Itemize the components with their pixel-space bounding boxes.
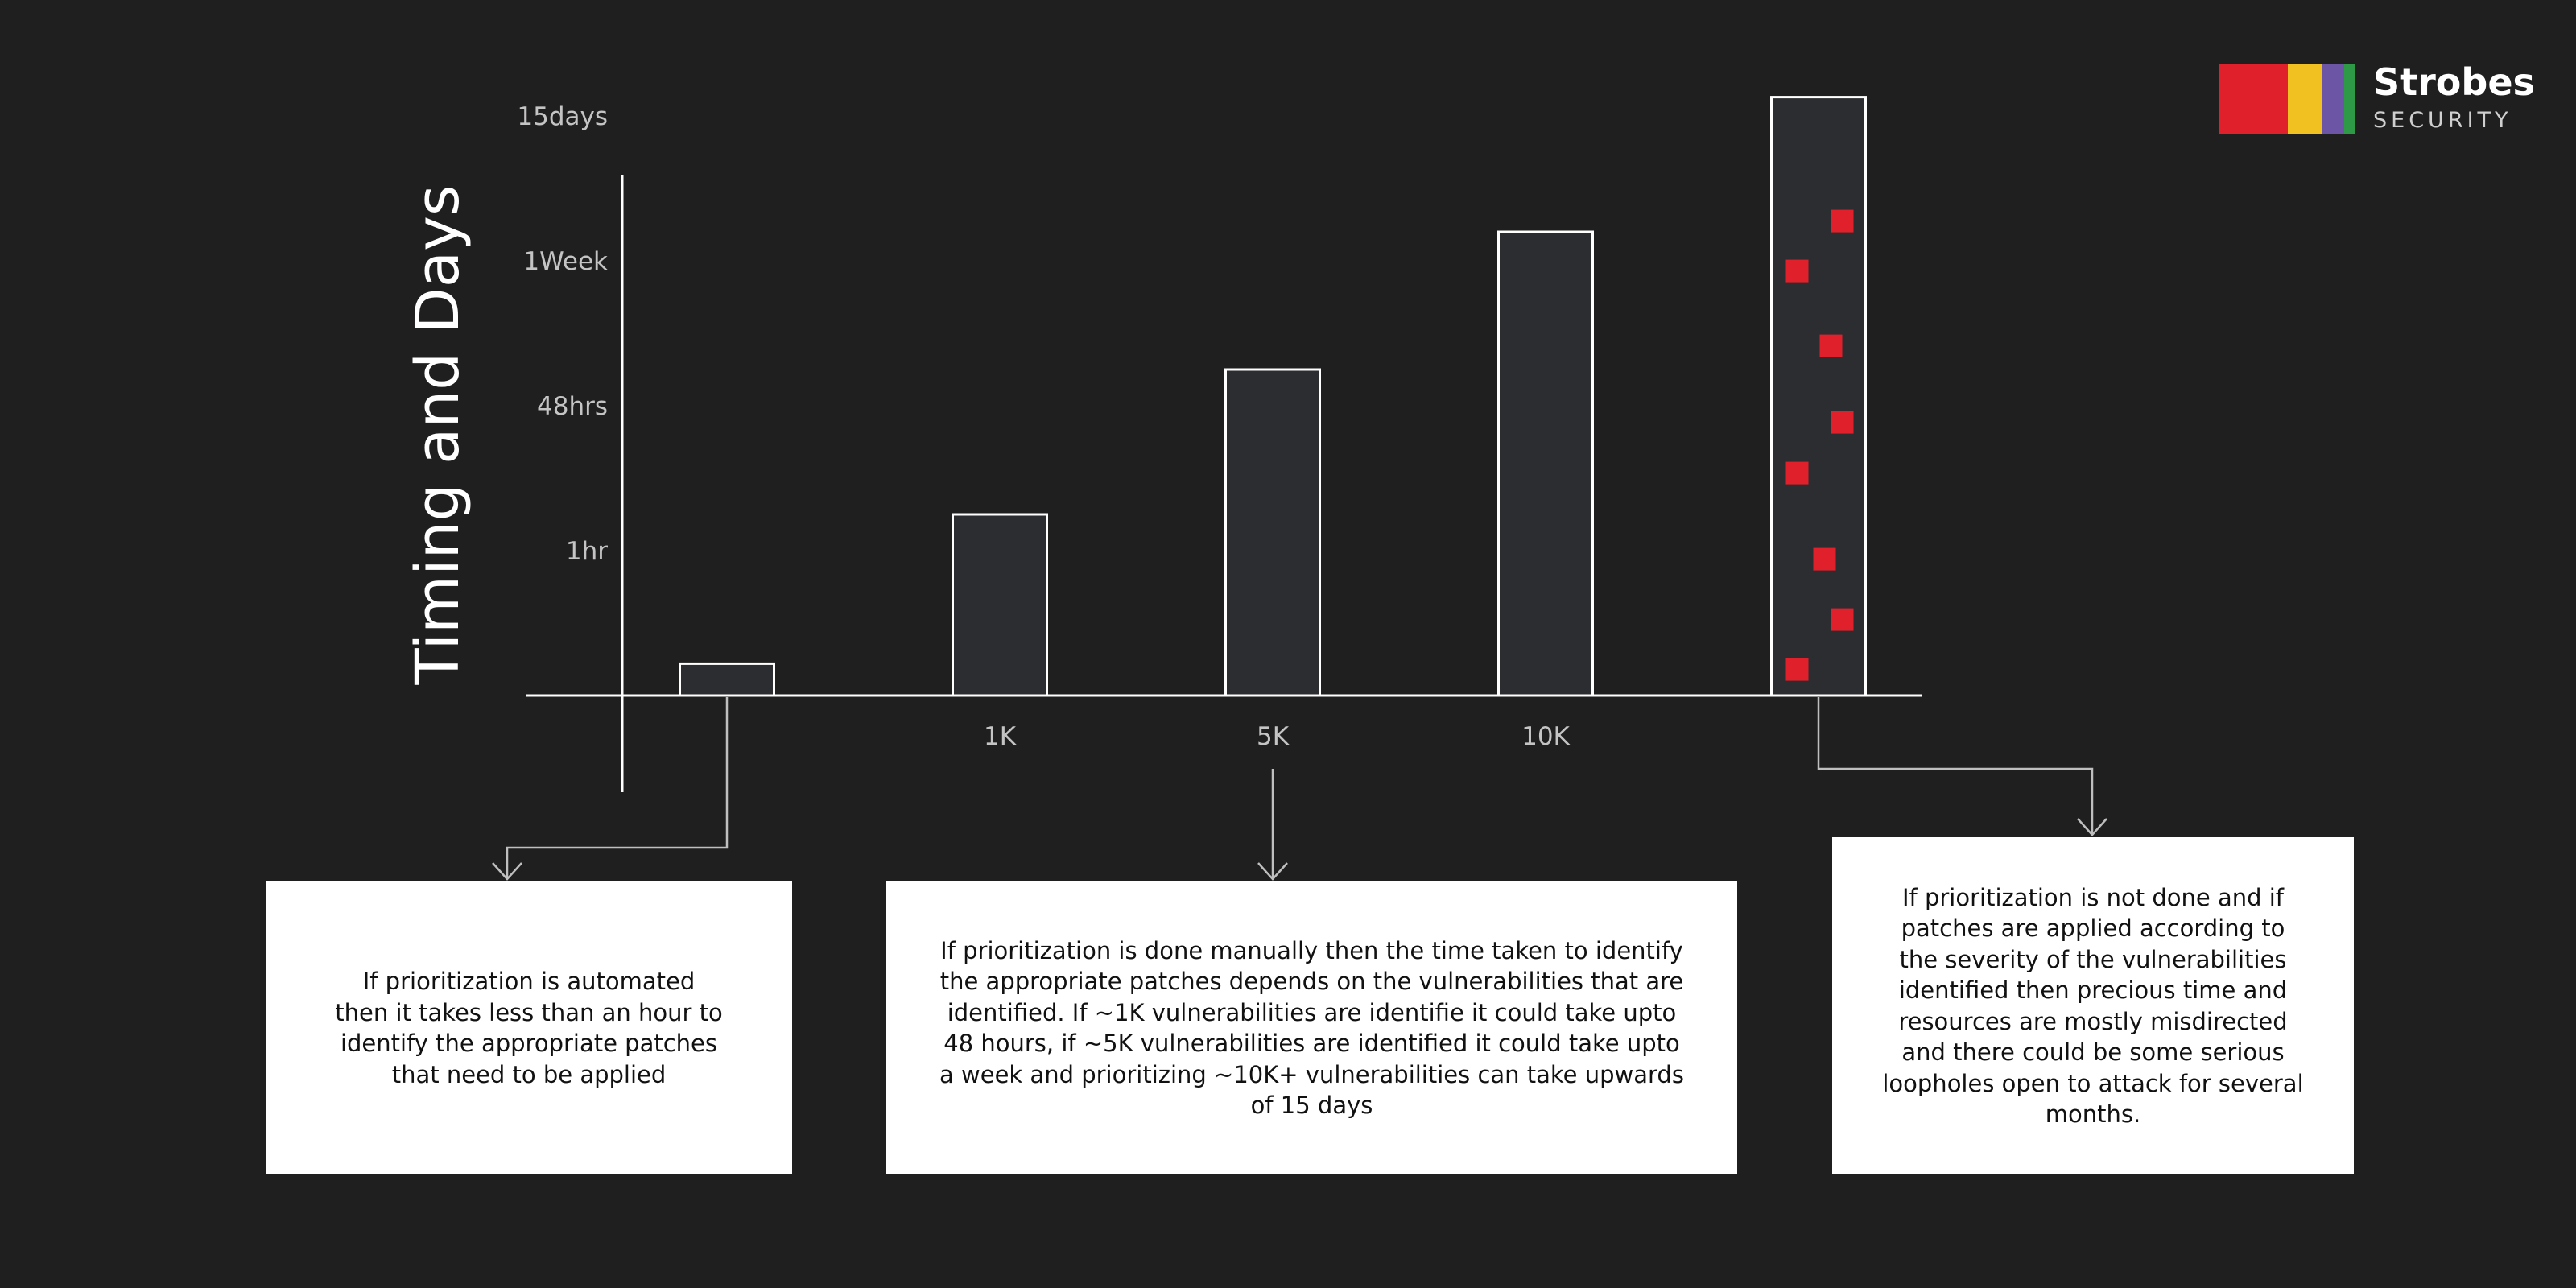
logo-tagline: SECURITY (2373, 108, 2512, 133)
bar (1770, 96, 1867, 697)
note-manual-text: If prioritization is done manually then … (939, 936, 1684, 1120)
y-tick-label: 1hr (566, 537, 608, 566)
x-tick-label: 5K (1257, 722, 1290, 751)
risk-marker (1831, 209, 1854, 233)
risk-marker (1813, 547, 1836, 571)
x-tick-label: 1K (984, 722, 1017, 751)
connector-arrows (492, 697, 2107, 881)
risk-marker (1831, 608, 1854, 631)
risk-marker (1819, 334, 1843, 357)
risk-marker (1785, 658, 1809, 681)
logo-text: Strobes SECURITY (2373, 58, 2535, 135)
y-tick-label: 48hrs (537, 392, 608, 421)
note-no-prioritization: If prioritization is not done and if pat… (1832, 837, 2354, 1174)
note-no-prioritization-text: If prioritization is not done and if pat… (1882, 883, 2304, 1129)
logo-swatch-purple (2322, 64, 2344, 134)
logo-swatch-red (2219, 64, 2288, 134)
arrow-head-no-prioritization (2077, 818, 2107, 836)
risk-marker (1785, 461, 1809, 485)
logo-swatch-yellow (2288, 64, 2322, 134)
risk-marker (1785, 259, 1809, 283)
connector-line-no-prioritization (1817, 697, 2094, 835)
logo-name: Strobes (2373, 60, 2535, 104)
y-tick-label: 1Week (523, 247, 608, 276)
risk-marker (1831, 411, 1854, 434)
logo-swatch-green (2344, 64, 2355, 134)
arrow-head-manual (1257, 862, 1288, 881)
chart-axes (526, 175, 1922, 792)
note-automated-text: If prioritization is automated then it t… (335, 968, 723, 1088)
bar (679, 662, 775, 697)
x-tick-labels: 1K 5K 10K (984, 722, 1571, 751)
x-tick-label: 10K (1521, 722, 1570, 751)
bar (1497, 230, 1594, 697)
y-axis-title: Timing and Days (403, 184, 473, 685)
y-tick-label: 15days (517, 102, 608, 131)
bar (952, 513, 1048, 697)
bar-markers (1785, 209, 1854, 681)
y-tick-labels: 1hr 48hrs 1Week 15days (517, 102, 608, 566)
bar (1224, 368, 1321, 697)
connector-line-automated (506, 697, 729, 879)
arrow-head-automated (492, 862, 522, 881)
bars (679, 96, 1867, 697)
note-manual: If prioritization is done manually then … (886, 881, 1737, 1174)
note-automated: If prioritization is automated then it t… (266, 881, 792, 1174)
